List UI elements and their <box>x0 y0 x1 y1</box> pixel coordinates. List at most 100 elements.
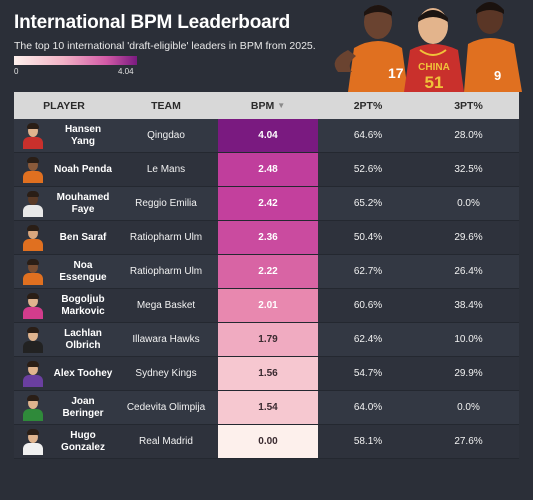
scale-min-label: 0 <box>14 67 19 76</box>
two-pt-pct: 60.6% <box>353 300 383 311</box>
bpm-value: 4.04 <box>218 119 318 152</box>
avatar <box>22 156 44 183</box>
leaderboard-table: PLAYER TEAM BPM ▼ 2PT% 3PT% Hansen Yang Qi… <box>14 92 519 459</box>
player-name[interactable]: Lachlan Olbrich <box>64 327 102 351</box>
three-pt-pct: 32.5% <box>454 164 483 175</box>
avatar <box>22 292 44 319</box>
table-row[interactable]: Mouhamed Faye Reggio Emilia 2.42 65.2% 0.0% <box>14 187 519 221</box>
two-pt-pct: 62.7% <box>353 266 383 277</box>
three-pt-pct: 28.0% <box>454 130 483 141</box>
column-header-bpm[interactable]: BPM ▼ <box>218 100 318 112</box>
scale-max-label: 4.04 <box>118 67 134 76</box>
page-subtitle: The top 10 international 'draft-eligible… <box>14 40 316 52</box>
player-name[interactable]: Hugo Gonzalez <box>61 429 105 453</box>
table-header: PLAYER TEAM BPM ▼ 2PT% 3PT% <box>14 92 519 119</box>
bpm-value: 2.36 <box>218 221 318 254</box>
bpm-value: 2.01 <box>218 289 318 322</box>
bpm-color-scale <box>14 56 137 65</box>
two-pt-pct: 52.6% <box>353 164 383 175</box>
player-name[interactable]: Noah Penda <box>54 163 112 175</box>
player-avatar-cell <box>14 292 52 319</box>
player-avatar-cell <box>14 258 52 285</box>
three-pt-pct: 38.4% <box>454 300 483 311</box>
three-pt-pct: 26.4% <box>454 266 483 277</box>
bpm-value: 2.42 <box>218 187 318 220</box>
table-row[interactable]: Alex Toohey Sydney Kings 1.56 54.7% 29.9% <box>14 357 519 391</box>
column-header-bpm-label: BPM <box>250 99 275 112</box>
table-row[interactable]: Noah Penda Le Mans 2.48 52.6% 32.5% <box>14 153 519 187</box>
player-avatar-cell <box>14 428 52 455</box>
avatar <box>22 428 44 455</box>
player-name[interactable]: Noa Essengue <box>59 259 107 283</box>
bpm-value: 1.56 <box>218 357 318 390</box>
avatar <box>22 394 44 421</box>
team-name: Real Madrid <box>139 435 193 447</box>
table-row[interactable]: Noa Essengue Ratiopharm Ulm 2.22 62.7% 26.4% <box>14 255 519 289</box>
player-avatar-cell <box>14 156 52 183</box>
team-name: Sydney Kings <box>135 367 197 379</box>
avatar <box>22 122 44 149</box>
team-name: Le Mans <box>146 163 186 175</box>
player-name[interactable]: Joan Beringer <box>62 395 104 419</box>
team-name: Mega Basket <box>136 299 196 311</box>
table-row[interactable]: Joan Beringer Cedevita Olimpija 1.54 64.0% 0… <box>14 391 519 425</box>
hero-jersey-number: 51 <box>425 73 444 92</box>
three-pt-pct: 10.0% <box>454 334 483 345</box>
bpm-value: 2.48 <box>218 153 318 186</box>
player-avatar-cell <box>14 326 52 353</box>
sort-descending-icon[interactable]: ▼ <box>277 101 286 110</box>
hero-jersey-text: CHINA <box>418 62 450 73</box>
bpm-value: 1.79 <box>218 323 318 356</box>
team-name: Qingdao <box>147 129 185 141</box>
two-pt-pct: 65.2% <box>353 198 383 209</box>
avatar <box>22 326 44 353</box>
table-body: Hansen Yang Qingdao 4.04 64.6% 28.0% Noah Pen… <box>14 119 519 459</box>
player-name[interactable]: Hansen Yang <box>64 123 102 147</box>
two-pt-pct: 64.0% <box>353 402 383 413</box>
avatar <box>22 224 44 251</box>
team-name: Illawara Hawks <box>132 333 200 345</box>
two-pt-pct: 50.4% <box>353 232 383 243</box>
table-row[interactable]: Lachlan Olbrich Illawara Hawks 1.79 62.4% 10… <box>14 323 519 357</box>
hero-players-image: 17 9 CHINA 51 <box>318 0 533 92</box>
player-name[interactable]: Alex Toohey <box>53 367 113 379</box>
column-header-3pt[interactable]: 3PT% <box>454 99 483 112</box>
bpm-value: 1.54 <box>218 391 318 424</box>
team-name: Ratiopharm Ulm <box>129 265 203 277</box>
player-name[interactable]: Mouhamed Faye <box>56 191 110 215</box>
hero-left-number: 17 <box>388 65 404 81</box>
hero-right-number: 9 <box>494 68 501 83</box>
avatar <box>22 258 44 285</box>
table-row[interactable]: Hansen Yang Qingdao 4.04 64.6% 28.0% <box>14 119 519 153</box>
three-pt-pct: 27.6% <box>454 436 483 447</box>
player-avatar-cell <box>14 224 52 251</box>
player-avatar-cell <box>14 190 52 217</box>
column-header-team[interactable]: TEAM <box>151 99 181 112</box>
team-name: Reggio Emilia <box>135 197 197 209</box>
bpm-value: 0.00 <box>218 425 318 458</box>
player-avatar-cell <box>14 122 52 149</box>
team-name: Cedevita Olimpija <box>126 401 206 413</box>
table-row[interactable]: Hugo Gonzalez Real Madrid 0.00 58.1% 27.6% <box>14 425 519 459</box>
column-header-2pt[interactable]: 2PT% <box>353 99 383 112</box>
avatar <box>22 360 44 387</box>
three-pt-pct: 29.9% <box>454 368 483 379</box>
player-avatar-cell <box>14 394 52 421</box>
three-pt-pct: 0.0% <box>457 198 480 209</box>
two-pt-pct: 64.6% <box>353 130 383 141</box>
two-pt-pct: 58.1% <box>353 436 383 447</box>
three-pt-pct: 29.6% <box>454 232 483 243</box>
two-pt-pct: 54.7% <box>353 368 383 379</box>
player-avatar-cell <box>14 360 52 387</box>
table-row[interactable]: Bogoljub Markovic Mega Basket 2.01 60.6% 38.… <box>14 289 519 323</box>
three-pt-pct: 0.0% <box>457 402 480 413</box>
player-name[interactable]: Bogoljub Markovic <box>61 293 105 317</box>
player-name[interactable]: Ben Saraf <box>59 231 107 243</box>
team-name: Ratiopharm Ulm <box>129 231 203 243</box>
avatar <box>22 190 44 217</box>
table-row[interactable]: Ben Saraf Ratiopharm Ulm 2.36 50.4% 29.6% <box>14 221 519 255</box>
bpm-value: 2.22 <box>218 255 318 288</box>
page-title: International BPM Leaderboard <box>14 12 291 33</box>
two-pt-pct: 62.4% <box>353 334 383 345</box>
column-header-player[interactable]: PLAYER <box>43 99 85 112</box>
